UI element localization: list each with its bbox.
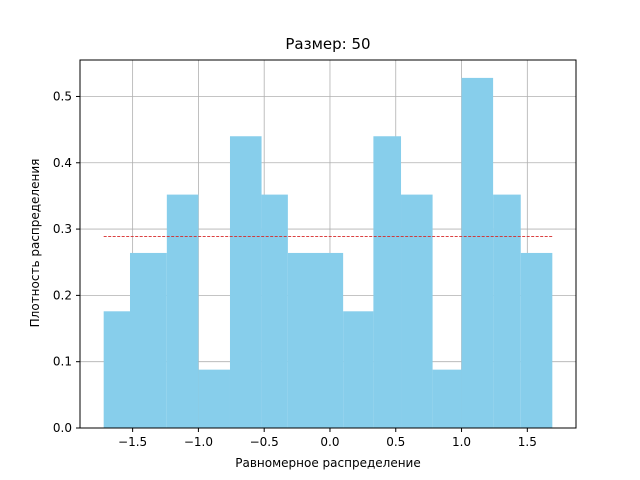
histogram-bar [461,77,494,428]
histogram-bar [432,369,462,428]
x-tick-label: 1.5 [518,435,537,449]
histogram-bar [287,252,344,428]
plot-frame [79,59,577,429]
x-tick-label: −1.5 [118,435,147,449]
y-tick-label: 0.0 [53,421,72,435]
chart-title: Размер: 50 [285,35,370,53]
histogram-bar [401,194,433,428]
histogram-bar [103,311,130,428]
histogram-bar [520,252,553,428]
x-tick-label: 1.0 [452,435,471,449]
y-tick-label: 0.3 [53,222,72,236]
histogram-bar [229,136,262,428]
histogram-bar [493,194,521,428]
y-tick-label: 0.5 [53,89,72,103]
x-tick-label: −0.5 [250,435,279,449]
histogram-bar [261,194,288,428]
y-tick-label: 0.1 [53,355,72,369]
axis-ticks: −1.5 −1.0 −0.5 0.0 0.5 1.0 1.5 0.0 0.1 0.2 0.3 0.4 0… [53,89,537,449]
x-tick-label: 0.5 [386,435,405,449]
y-axis-label: Плотность распределения [28,159,42,328]
y-tick-label: 0.2 [53,288,72,302]
x-tick-label: −1.0 [184,435,213,449]
x-tick-label: 0.0 [320,435,339,449]
histogram-bar [129,252,167,428]
histogram-bar [166,194,199,428]
y-tick-label: 0.4 [53,156,72,170]
histogram-bar [198,369,230,428]
x-axis-label: Равномерное распределение [235,456,420,470]
histogram-bars [103,77,553,428]
histogram-bar [373,136,402,428]
histogram-bar [343,311,374,428]
